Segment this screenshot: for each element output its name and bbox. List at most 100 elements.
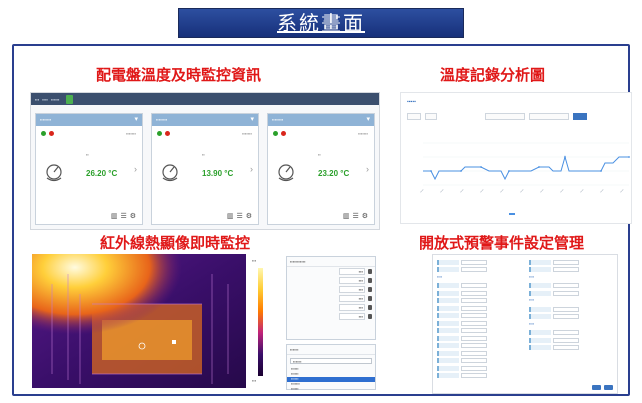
point-icon[interactable] [368,305,372,310]
card-header[interactable]: ▪▪▪▪▪▪▪▪ ▾ [152,114,258,126]
gear-icon[interactable]: ⚙ [129,213,136,220]
pin-icon[interactable] [66,94,74,104]
form-label [437,365,459,371]
save-button[interactable] [592,385,601,390]
point-icon[interactable] [368,269,372,274]
form-input[interactable] [553,267,579,272]
measurement-row: ▪▪▪ [287,285,375,294]
table-icon[interactable]: ☰ [236,213,243,220]
alarm-status-icon [49,131,54,136]
form-input[interactable] [461,267,487,272]
palette-option-selected[interactable]: ▪▪▪▪▪▪ [287,377,375,382]
form-label [437,328,459,333]
chart-points [430,156,630,172]
form-input[interactable] [553,330,579,335]
svg-text:▪▪▪▪: ▪▪▪▪ [559,188,565,194]
filter-field[interactable] [425,113,437,120]
form-section-header: ▪▪▪▪ [437,274,442,279]
form-row [437,335,487,341]
query-button[interactable] [573,113,587,120]
form-row [437,290,487,296]
thermometer-icon [46,164,62,182]
chevron-right-icon[interactable]: › [250,164,253,174]
filter-field[interactable] [407,113,421,120]
thermal-image [32,254,246,388]
form-input[interactable] [461,343,487,348]
measurement-value: ▪▪▪ [339,277,365,284]
measurement-row: ▪▪▪ [287,312,375,321]
chart-icon[interactable]: ▥ [342,213,350,220]
form-input[interactable] [461,320,487,326]
point-icon[interactable] [368,314,372,319]
form-input[interactable] [461,365,487,371]
form-input[interactable] [553,283,579,288]
chevron-down-icon[interactable]: ▾ [366,116,370,123]
form-input[interactable] [461,328,487,333]
form-label [437,373,459,378]
end-date-input[interactable] [529,113,569,120]
palette-select[interactable]: ▪▪▪▪▪▪ [290,358,372,364]
chevron-down-icon[interactable]: ▾ [134,116,138,123]
chart-icon[interactable]: ▥ [110,213,118,220]
form-input[interactable] [553,306,579,312]
card-timestamp: ▪▪▪▪▪▪▪ [358,131,368,136]
form-input[interactable] [461,335,487,341]
card-header[interactable]: ▪▪▪▪▪▪▪▪ ▾ [36,114,142,126]
gear-icon[interactable]: ⚙ [245,213,252,220]
form-input[interactable] [461,298,487,303]
form-input[interactable] [461,313,487,318]
svg-text:▪▪▪▪: ▪▪▪▪ [479,188,485,194]
cancel-button[interactable] [604,385,613,390]
form-input[interactable] [553,314,579,319]
filter-spacer [441,113,481,120]
point-icon[interactable] [368,296,372,301]
scale-min-label: ▪▪▪ [252,378,257,383]
card-timestamp: ▪▪▪▪▪▪▪ [242,131,252,136]
measurement-row: ▪▪▪ [287,276,375,285]
form-label [437,259,459,265]
chevron-right-icon[interactable]: › [366,164,369,174]
form-input[interactable] [461,350,487,356]
form-row [529,337,579,343]
form-row [529,259,579,265]
palette-option[interactable]: ▪▪▪▪▪▪ [291,387,299,391]
form-row [529,283,579,289]
chevron-down-icon[interactable]: ▾ [250,116,254,123]
measurements-header: ▪▪▪▪▪▪▪▪▪▪▪ [287,257,375,267]
palette-option[interactable]: ▪▪▪▪▪▪▪ [291,382,300,386]
card-header[interactable]: ▪▪▪▪▪▪▪▪ ▾ [268,114,374,126]
form-row [437,343,487,349]
form-row [437,358,487,364]
section-title-events: 開放式預警事件設定管理 [419,234,585,252]
form-input[interactable] [461,373,487,378]
start-date-input[interactable] [485,113,525,120]
palette-option[interactable]: ▪▪▪▪▪▪ [291,372,299,376]
chart-icon[interactable]: ▥ [226,213,234,220]
measurement-row: ▪▪▪ [287,267,375,276]
form-input[interactable] [461,358,487,363]
form-input[interactable] [461,290,487,296]
measurement-value: ▪▪▪ [339,313,365,320]
form-input[interactable] [553,290,579,296]
form-input[interactable] [461,305,487,311]
palette-option[interactable]: ▪▪▪▪▪▪ [291,367,299,371]
table-icon[interactable]: ☰ [120,213,127,220]
form-label [437,290,459,296]
svg-text:▪▪▪▪: ▪▪▪▪ [419,188,425,194]
temperature-chart-panel: ▪▪▪▪▪ ▪▪▪▪ ▪▪▪▪ ▪▪▪▪ ▪▪▪▪ ▪▪▪▪ ▪▪▪▪ [400,92,632,224]
thermal-panel: ▪▪▪ ▪▪▪ ▪▪▪▪▪▪▪▪▪▪▪ ▪▪▪ ▪▪▪ ▪▪▪ ▪▪▪ ▪▪▪ … [30,246,380,392]
table-icon[interactable]: ☰ [352,213,359,220]
form-input[interactable] [553,337,579,343]
point-icon[interactable] [368,287,372,292]
form-input[interactable] [553,259,579,265]
chevron-right-icon[interactable]: › [134,164,137,174]
gear-icon[interactable]: ⚙ [361,213,368,220]
form-row [437,283,487,289]
form-input[interactable] [461,283,487,288]
scale-max-label: ▪▪▪ [252,258,257,263]
form-input[interactable] [461,259,487,265]
form-row [437,320,487,326]
measurement-value: ▪▪▪ [339,304,365,311]
form-input[interactable] [553,345,579,350]
point-icon[interactable] [368,278,372,283]
